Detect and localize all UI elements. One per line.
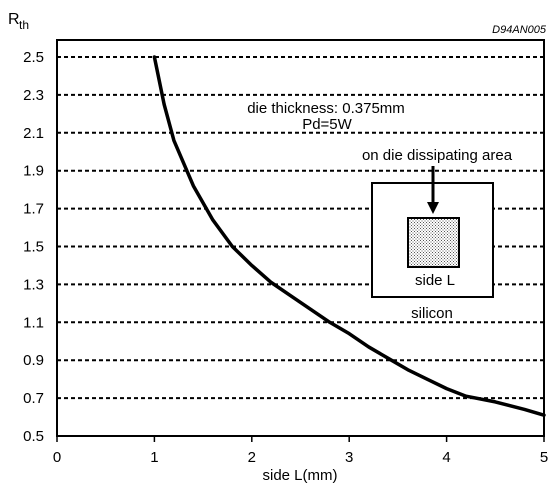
series-line xyxy=(152,55,546,417)
y-tick-label: 2.1 xyxy=(23,125,44,142)
y-tick-label: 2.3 xyxy=(23,87,44,104)
x-tick-label: 5 xyxy=(540,449,548,466)
annotation-silicon: silicon xyxy=(411,305,453,322)
x-tick-label: 3 xyxy=(345,449,353,466)
y-tick-label: 1.3 xyxy=(23,276,44,293)
x-tick-label: 2 xyxy=(248,449,256,466)
y-axis-label-subscript: th xyxy=(19,18,29,32)
y-tick-label: 0.5 xyxy=(23,428,44,445)
y-tick-label: 1.9 xyxy=(23,163,44,180)
x-tick-label: 0 xyxy=(53,449,61,466)
annotation-thickness: die thickness: 0.375mm xyxy=(247,100,405,117)
series-group xyxy=(152,55,546,417)
plot-frame xyxy=(56,39,545,437)
y-axis-label: R xyxy=(8,11,20,28)
x-tick-label: 4 xyxy=(442,449,450,466)
y-tick-label: 2.5 xyxy=(23,49,44,66)
y-tick-label: 0.9 xyxy=(23,352,44,369)
y-tick-label: 1.5 xyxy=(23,239,44,256)
y-tick-label: 1.1 xyxy=(23,314,44,331)
x-tick-label: 1 xyxy=(150,449,158,466)
y-tick-label: 0.7 xyxy=(23,390,44,407)
annotation-area: on die dissipating area xyxy=(362,147,513,164)
figure-code: D94AN005 xyxy=(492,24,547,36)
dissipating-area xyxy=(407,217,460,268)
x-tick-labels: 0 1 2 3 4 5 xyxy=(53,436,548,466)
annotation-side: side L xyxy=(415,272,455,289)
y-tick-label: 1.7 xyxy=(23,201,44,218)
y-tick-labels: 0.5 0.7 0.9 1.1 1.3 1.5 1.7 1.9 2.1 2.3 2.5 xyxy=(23,49,44,445)
arrow-head xyxy=(427,202,439,214)
annotation-power: Pd=5W xyxy=(302,116,352,133)
silicon-diagram: side L silicon xyxy=(371,166,494,322)
x-axis-label: side L(mm) xyxy=(262,467,337,484)
